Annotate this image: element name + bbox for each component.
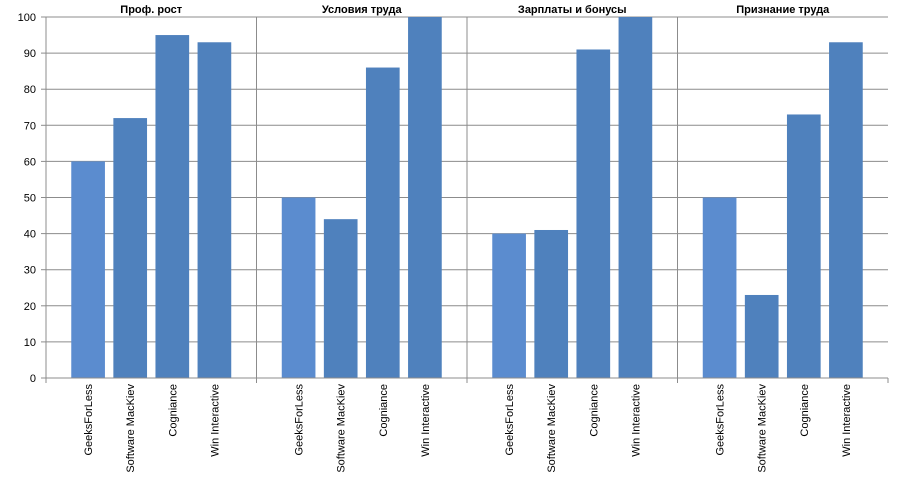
bar [71, 161, 105, 378]
bar [197, 42, 232, 379]
category-label: Software MacKiev [125, 384, 137, 473]
bar [829, 42, 863, 379]
bar [744, 294, 779, 378]
bar [576, 49, 611, 379]
category-label: Software MacKiev [546, 384, 558, 473]
y-tick-label: 20 [24, 301, 36, 313]
y-tick-label: 50 [24, 193, 36, 205]
group-title: Признание труда [736, 4, 830, 16]
group-title: Условия труда [322, 4, 403, 16]
category-label: Win Interactive [209, 384, 221, 457]
bar [492, 233, 526, 378]
bar [113, 118, 148, 378]
category-label: GeeksForLess [294, 384, 306, 456]
category-label: Cogniance [799, 384, 811, 437]
category-label: Cogniance [378, 384, 390, 437]
group-title: Зарплаты и бонусы [518, 4, 627, 16]
bar [155, 35, 190, 379]
axis-layer [41, 16, 889, 383]
y-tick-label: 100 [18, 12, 36, 24]
bar [323, 219, 358, 378]
category-label: Software MacKiev [336, 384, 348, 473]
category-label: Win Interactive [630, 384, 642, 457]
category-label: GeeksForLess [83, 384, 95, 456]
bar [281, 197, 316, 378]
category-label: Win Interactive [420, 384, 432, 457]
category-label: Cogniance [167, 384, 179, 437]
group-title: Проф. рост [120, 4, 182, 16]
y-tick-label: 0 [30, 373, 36, 385]
bar [786, 114, 821, 378]
y-tick-label: 90 [24, 48, 36, 60]
bar [365, 67, 400, 378]
bar [702, 197, 737, 378]
bar [618, 17, 653, 378]
y-tick-label: 80 [24, 84, 36, 96]
category-label: Win Interactive [841, 384, 853, 457]
category-label: Software MacKiev [757, 384, 769, 473]
category-label: GeeksForLess [504, 384, 516, 456]
y-tick-label: 10 [24, 337, 36, 349]
label-layer: 0 10 20 30 40 50 60 70 80 90 100 Проф. рост GeeksFor… [18, 4, 853, 473]
bar-layer [71, 17, 863, 379]
bar [408, 17, 442, 378]
y-tick-label: 30 [24, 265, 36, 277]
y-tick-label: 70 [24, 120, 36, 132]
y-tick-label: 40 [24, 229, 36, 241]
category-label: Cogniance [588, 384, 600, 437]
y-tick-label: 60 [24, 156, 36, 168]
category-label: GeeksForLess [715, 384, 727, 456]
bar [534, 229, 569, 378]
